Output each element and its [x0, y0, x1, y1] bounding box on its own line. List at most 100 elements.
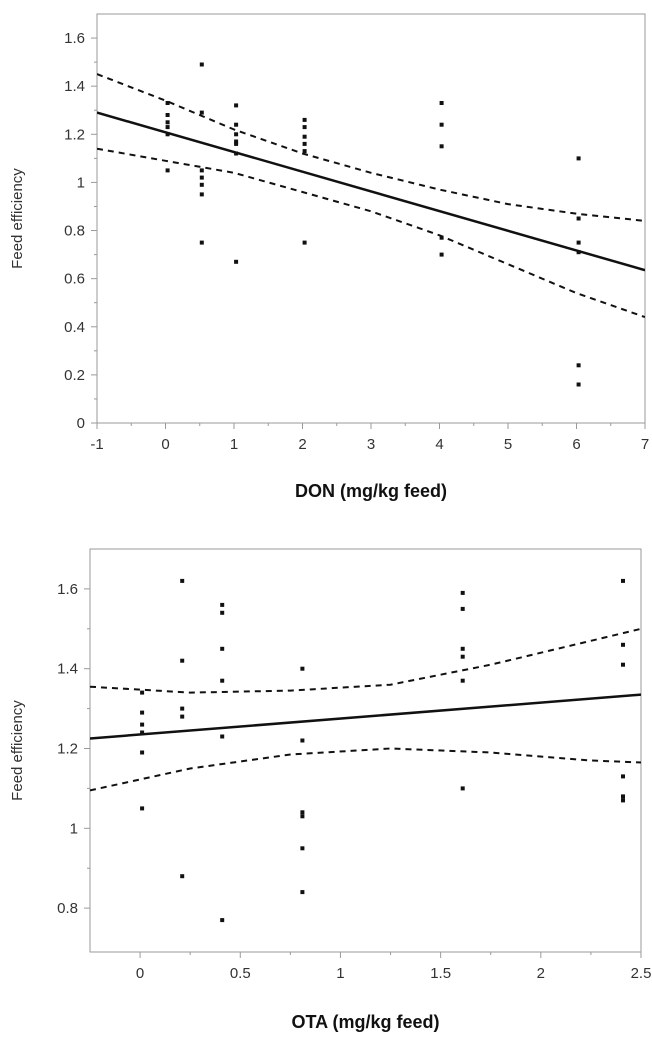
data-point [220, 918, 225, 923]
data-point [165, 168, 170, 173]
data-point [165, 113, 170, 117]
data-point [439, 144, 444, 149]
data-point [621, 642, 625, 647]
data-point [180, 874, 185, 879]
data-point [234, 122, 239, 127]
data-point [199, 110, 204, 115]
data-point [576, 216, 581, 221]
data-point [576, 240, 581, 245]
x-tick-label: 4 [435, 436, 443, 453]
data-point [165, 132, 170, 137]
data-point [302, 240, 307, 245]
data-point [180, 706, 185, 711]
data-point [439, 101, 444, 105]
data-point [576, 382, 581, 387]
data-point [180, 714, 185, 719]
x-tick-label: 0.5 [230, 965, 251, 982]
plot-frame [96, 13, 646, 424]
data-point [300, 814, 305, 819]
y-tick-label: 1.2 [64, 126, 85, 143]
x-tick-label: 1.5 [430, 965, 451, 982]
data-point [199, 168, 204, 173]
confidence-upper-line [97, 73, 645, 222]
data-point [621, 662, 625, 667]
data-point [460, 606, 465, 611]
data-point [234, 132, 239, 137]
data-point [199, 192, 204, 197]
data-point [576, 363, 581, 368]
data-point [180, 658, 185, 663]
data-point [165, 125, 170, 130]
y-tick-label: 1 [77, 174, 85, 191]
data-point [199, 182, 204, 187]
x-tick-label: 2 [298, 436, 306, 453]
x-tick-label: 6 [572, 436, 580, 453]
data-point [140, 806, 145, 811]
data-point [302, 117, 307, 122]
data-point [220, 602, 225, 607]
x-tick-label: 3 [367, 436, 375, 453]
y-axis-title: Feed efficiency [9, 168, 26, 269]
data-point [300, 666, 305, 671]
y-tick-label: 1.4 [64, 78, 85, 95]
data-point [140, 730, 145, 735]
data-point [165, 120, 170, 125]
data-point [220, 646, 225, 651]
data-point [302, 141, 307, 146]
data-point [460, 786, 465, 791]
data-point [165, 101, 170, 105]
y-tick-label: 1.2 [57, 741, 78, 758]
y-axis-title: Feed efficiency [9, 700, 26, 801]
data-point [140, 722, 145, 727]
data-point [439, 122, 444, 127]
data-point [199, 175, 204, 180]
x-tick-label: 2.5 [631, 965, 652, 982]
x-tick-label: 0 [136, 965, 144, 982]
data-point [140, 710, 145, 715]
plot-frame [89, 548, 642, 953]
x-tick-label: 1 [336, 965, 344, 982]
confidence-lower-line [97, 147, 645, 319]
y-tick-label: 0.8 [57, 900, 78, 917]
confidence-upper-line [90, 627, 641, 694]
data-point [234, 259, 239, 264]
data-point [460, 678, 465, 683]
x-tick-label: 2 [537, 965, 545, 982]
x-tick-label: 0 [161, 436, 169, 453]
regression-line [97, 111, 645, 272]
data-point [220, 610, 225, 615]
data-point [199, 240, 204, 245]
ota-scatter-chart: 0 0.5 1 1.5 2 2.5 0.8 1 1.2 1.4 1.6 OTA (mg/kg feed… [9, 548, 652, 1032]
data-point [300, 890, 305, 895]
regression-line [90, 693, 641, 740]
data-point [180, 578, 185, 583]
x-axis-title: DON (mg/kg feed) [295, 481, 447, 501]
y-tick-label: 1.4 [57, 661, 78, 678]
y-tick-label: 0.2 [64, 367, 85, 384]
x-tick-label: 5 [504, 436, 512, 453]
data-point [234, 103, 239, 108]
data-point [439, 235, 444, 240]
y-tick-label: 0.4 [64, 319, 85, 336]
data-point [302, 149, 307, 154]
data-point [460, 654, 465, 659]
data-point [140, 690, 145, 695]
data-point [302, 125, 307, 130]
y-tick-label: 1.6 [57, 581, 78, 598]
x-axis-title: OTA (mg/kg feed) [292, 1012, 440, 1032]
data-point [439, 252, 444, 257]
confidence-lower-line [90, 747, 641, 792]
data-point [199, 62, 204, 67]
don-chart-panel: -1 0 1 2 3 4 5 6 7 0 0.2 0.4 0.6 0.8 1 1.2 1.4 1.6 DON (mg… [9, 13, 649, 501]
data-point [621, 798, 625, 803]
data-point [460, 590, 465, 595]
data-point [234, 141, 239, 146]
data-point [621, 578, 625, 583]
data-point [220, 678, 225, 683]
y-tick-label: 1.6 [64, 30, 85, 47]
data-point [621, 774, 625, 779]
y-tick-label: 1 [70, 820, 78, 837]
y-tick-label: 0.8 [64, 223, 85, 240]
y-tick-label: 0 [77, 415, 85, 432]
ota-chart-panel: 0 0.5 1 1.5 2 2.5 0.8 1 1.2 1.4 1.6 OTA (mg/kg feed… [0, 519, 652, 1038]
